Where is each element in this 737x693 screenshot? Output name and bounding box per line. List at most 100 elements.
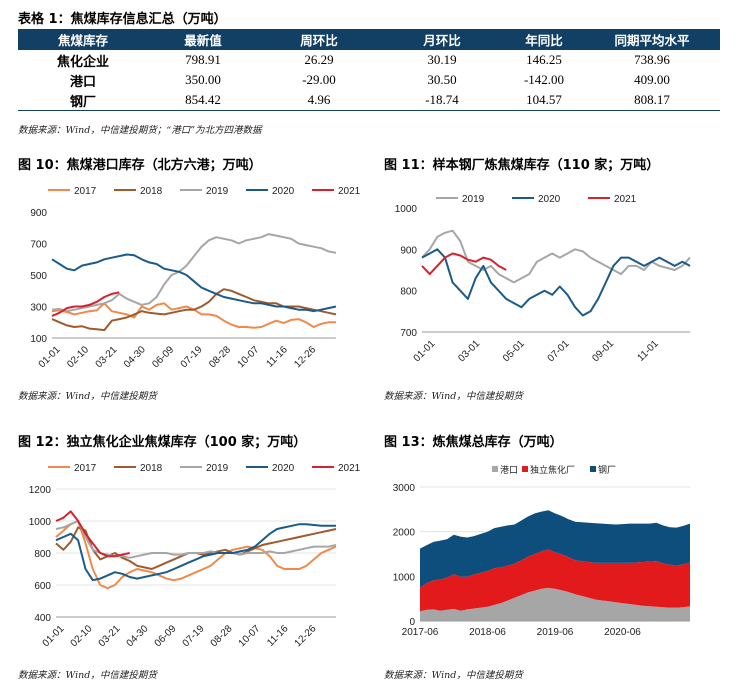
y-tick-label: 800 bbox=[34, 549, 51, 560]
table-cell: 350.00 bbox=[185, 72, 221, 87]
row-label: 焦化企业 bbox=[56, 54, 109, 70]
series-line-2019 bbox=[51, 233, 337, 313]
table-cell: -142.00 bbox=[523, 72, 565, 87]
table-cell: 409.00 bbox=[634, 72, 670, 87]
table-cell: 26.29 bbox=[304, 52, 334, 67]
x-tick-label: 04-30 bbox=[122, 344, 148, 370]
area-series-3 bbox=[420, 510, 690, 588]
table-header-row: 焦煤库存 最新值 周环比 月环比 年同比 同期平均水平 bbox=[18, 29, 720, 50]
legend-label: 2017 bbox=[74, 186, 97, 197]
x-tick-label: 02-10 bbox=[69, 623, 95, 649]
x-tick-label: 04-30 bbox=[125, 623, 151, 649]
x-tick-label: 09-01 bbox=[590, 338, 616, 364]
x-tick-label: 11-01 bbox=[636, 338, 662, 364]
legend-label: 独立焦化厂 bbox=[530, 464, 575, 475]
x-tick-label: 07-19 bbox=[181, 623, 207, 649]
x-tick-label: 2018-06 bbox=[469, 627, 506, 638]
x-tick-label: 03-01 bbox=[456, 338, 482, 364]
y-tick-label: 1000 bbox=[395, 204, 418, 215]
row-label: 港口 bbox=[69, 74, 96, 90]
x-tick-label: 01-01 bbox=[412, 338, 438, 364]
table1-source: 数据来源：Wind，中信建投期货；“港口”为北方四港数据 bbox=[18, 125, 262, 136]
x-tick-label: 2020-06 bbox=[604, 627, 641, 638]
fig13-source: 数据来源：Wind，中信建投期货 bbox=[384, 670, 523, 681]
inventory-summary-table: 焦煤库存 最新值 周环比 月环比 年同比 同期平均水平 焦化企业 798.91 … bbox=[18, 29, 720, 111]
table-cell: -18.74 bbox=[380, 90, 504, 111]
series-line-2020 bbox=[421, 248, 691, 317]
header-cell: 同期平均水平 bbox=[584, 29, 720, 50]
legend-label: 2019 bbox=[206, 186, 229, 197]
legend-label: 2020 bbox=[272, 463, 295, 474]
table-cell: 146.25 bbox=[526, 52, 562, 67]
x-tick-label: 12-26 bbox=[293, 623, 319, 649]
legend-label: 钢厂 bbox=[598, 464, 616, 475]
series-line-2021 bbox=[421, 252, 507, 276]
x-tick-label: 07-01 bbox=[546, 338, 572, 364]
table-cell: 798.91 bbox=[185, 52, 221, 67]
series-line-2020 bbox=[55, 523, 336, 582]
legend-label: 2017 bbox=[74, 463, 97, 474]
x-tick-label: 02-10 bbox=[65, 344, 91, 370]
fig12-title: 图 12：独立焦化企业焦煤库存（100 家；万吨） bbox=[18, 435, 307, 450]
table-cell: 738.96 bbox=[634, 52, 670, 67]
table-cell: 808.17 bbox=[584, 90, 720, 111]
y-tick-label: 300 bbox=[30, 303, 47, 314]
y-tick-label: 3000 bbox=[393, 483, 416, 494]
table-row: 港口 350.00 -29.00 30.50 -142.00 409.00 bbox=[18, 70, 720, 90]
table-row: 焦化企业 798.91 26.29 30.19 146.25 738.96 bbox=[18, 50, 720, 70]
x-tick-label: 10-07 bbox=[237, 623, 263, 649]
y-tick-label: 400 bbox=[34, 613, 51, 624]
legend-label: 2021 bbox=[338, 186, 361, 197]
header-cell: 焦煤库存 bbox=[18, 29, 148, 50]
legend-label: 2019 bbox=[462, 194, 485, 205]
series-line-2018 bbox=[55, 526, 337, 570]
header-cell: 周环比 bbox=[258, 29, 380, 50]
legend-label: 2018 bbox=[140, 463, 163, 474]
x-tick-label: 08-28 bbox=[209, 623, 235, 649]
x-tick-label: 05-01 bbox=[501, 338, 527, 364]
area-series-2 bbox=[420, 549, 690, 612]
area-series-1 bbox=[420, 587, 690, 621]
table-cell: 104.57 bbox=[504, 90, 584, 111]
x-tick-label: 07-19 bbox=[179, 344, 205, 370]
x-tick-label: 2017-06 bbox=[402, 627, 439, 638]
legend-label: 2020 bbox=[538, 194, 561, 205]
y-tick-label: 100 bbox=[30, 334, 47, 345]
x-tick-label: 10-07 bbox=[236, 344, 262, 370]
fig11-chart: 2019 2020 2021 700 800 900 1000 01-01 03-01 05-01… bbox=[395, 194, 691, 364]
fig10-title: 图 10：焦煤港口库存（北方六港；万吨） bbox=[18, 158, 262, 173]
legend-label: 2020 bbox=[272, 186, 295, 197]
series-line-2017 bbox=[55, 520, 337, 590]
table-cell: 854.42 bbox=[148, 90, 258, 111]
y-tick-label: 600 bbox=[34, 581, 51, 592]
y-tick-label: 1000 bbox=[393, 572, 416, 583]
fig10-chart: 2017 2018 2019 2020 2021 100 300 500 700 900 01-01… bbox=[30, 186, 360, 370]
table-cell: 30.19 bbox=[427, 52, 457, 67]
x-tick-label: 06-09 bbox=[153, 623, 179, 649]
legend-swatch bbox=[492, 466, 498, 472]
header-cell: 月环比 bbox=[380, 29, 504, 50]
x-tick-label: 11-16 bbox=[264, 344, 290, 370]
y-tick-label: 0 bbox=[409, 617, 415, 628]
legend-swatch bbox=[590, 466, 596, 472]
x-tick-label: 06-09 bbox=[150, 344, 176, 370]
x-tick-label: 08-28 bbox=[207, 344, 233, 370]
table-cell: 30.50 bbox=[427, 72, 457, 87]
fig13-title: 图 13：炼焦煤总库存（万吨） bbox=[384, 435, 563, 450]
series-line-2021 bbox=[51, 291, 120, 317]
y-tick-label: 1000 bbox=[29, 517, 52, 528]
x-tick-label: 01-01 bbox=[37, 344, 63, 370]
table1-title: 表格 1：焦煤库存信息汇总（万吨） bbox=[18, 12, 227, 27]
series-line-2021 bbox=[55, 510, 130, 558]
y-tick-label: 700 bbox=[400, 328, 417, 339]
y-tick-label: 700 bbox=[30, 240, 47, 251]
header-cell: 年同比 bbox=[504, 29, 584, 50]
fig11-source: 数据来源：Wind，中信建投期货 bbox=[384, 391, 523, 402]
series-line-2019 bbox=[55, 520, 337, 559]
legend-label: 2018 bbox=[140, 186, 163, 197]
x-tick-label: 03-21 bbox=[94, 344, 120, 370]
legend-label: 2019 bbox=[206, 463, 229, 474]
y-tick-label: 500 bbox=[30, 271, 47, 282]
table-row: 钢厂 854.42 4.96 -18.74 104.57 808.17 bbox=[18, 90, 720, 111]
y-tick-label: 800 bbox=[400, 287, 417, 298]
